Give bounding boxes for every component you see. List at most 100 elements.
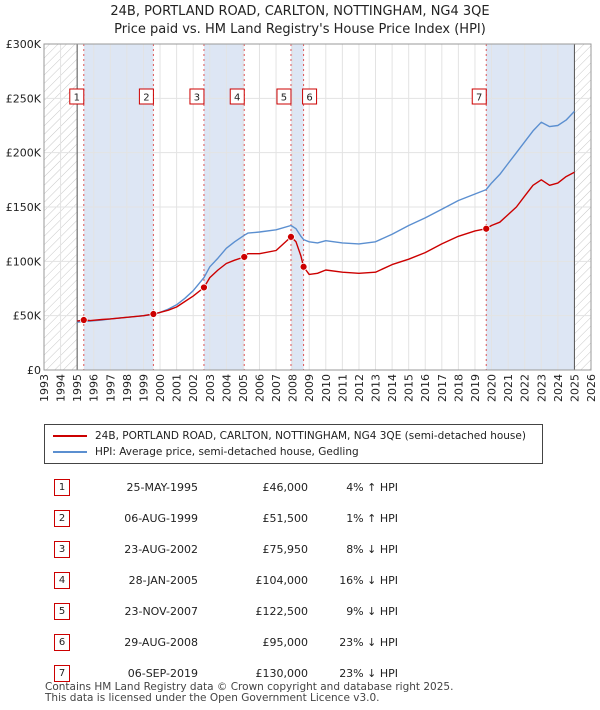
plot-frame <box>43 43 592 371</box>
y-tick-label: £0 <box>27 364 41 377</box>
transaction-number-badge: 6 <box>54 634 70 651</box>
table-row: 3 23-AUG-2002 £75,950 8% ↓ HPI <box>40 534 398 565</box>
table-row: 1 25-MAY-1995 £46,000 4% ↑ HPI <box>40 472 398 503</box>
transaction-hpi-diff: 4% ↑ HPI <box>346 481 398 494</box>
transaction-number-badge: 4 <box>54 572 70 589</box>
legend-swatch-hpi <box>53 451 87 453</box>
y-tick-label: £100K <box>6 255 42 268</box>
sale-number-label: 1 <box>74 93 80 104</box>
x-tick-label: 2010 <box>320 374 333 402</box>
x-tick-label: 2019 <box>469 374 482 402</box>
sale-number-box <box>302 88 318 105</box>
y-tick-label: £250K <box>6 92 42 105</box>
transaction-price: £95,000 <box>262 636 309 649</box>
x-tick-label: 2001 <box>171 374 184 402</box>
sale-point <box>287 232 295 241</box>
sale-number-label: 5 <box>281 93 287 104</box>
sale-point <box>149 310 158 318</box>
chart-legend: 24B, PORTLAND ROAD, CARLTON, NOTTINGHAM,… <box>44 424 543 464</box>
transaction-date: 29-AUG-2008 <box>124 636 198 649</box>
sale-point <box>240 253 249 261</box>
sale-number-box <box>276 88 292 105</box>
transaction-hpi-diff: 23% ↓ HPI <box>339 636 398 649</box>
x-tick-label: 2025 <box>568 374 581 402</box>
x-tick-label: 2014 <box>386 374 399 402</box>
x-tick-label: 2011 <box>336 374 349 402</box>
x-tick-label: 1998 <box>121 374 134 402</box>
x-tick-label: 2005 <box>237 374 250 402</box>
sale-point <box>482 224 491 233</box>
x-tick-label: 2006 <box>253 374 266 402</box>
sale-number-box <box>189 88 205 105</box>
x-tick-label: 1994 <box>55 374 68 402</box>
legend-label-price-paid: 24B, PORTLAND ROAD, CARLTON, NOTTINGHAM,… <box>95 430 526 442</box>
sale-number-label: 3 <box>194 93 200 104</box>
sale-number-label: 2 <box>143 93 149 104</box>
x-tick-label: 1993 <box>38 374 51 402</box>
y-tick-label: £150K <box>6 201 42 214</box>
x-tick-label: 2022 <box>519 374 532 402</box>
transaction-date: 06-SEP-2019 <box>127 667 198 680</box>
transaction-price: £75,950 <box>262 543 309 556</box>
transaction-price: £122,500 <box>255 605 309 618</box>
x-tick-label: 2024 <box>552 374 565 402</box>
transaction-hpi-diff: 9% ↓ HPI <box>346 605 398 618</box>
price-paid-line <box>77 171 575 322</box>
table-row: 7 06-SEP-2019 £130,000 23% ↓ HPI <box>40 658 398 689</box>
transaction-date: 25-MAY-1995 <box>126 481 198 494</box>
sale-number-box <box>138 88 154 105</box>
footer-copyright: Contains HM Land Registry data © Crown c… <box>45 681 454 693</box>
x-tick-label: 2018 <box>452 374 465 402</box>
legend-label-hpi: HPI: Average price, semi-detached house,… <box>95 446 359 458</box>
x-tick-label: 2021 <box>502 374 515 402</box>
transaction-price: £46,000 <box>262 481 309 494</box>
x-tick-label: 2013 <box>370 374 383 402</box>
transaction-date: 06-AUG-1999 <box>124 512 198 525</box>
transaction-price: £104,000 <box>255 574 309 587</box>
table-row: 2 06-AUG-1999 £51,500 1% ↑ HPI <box>40 503 398 534</box>
sale-number-box <box>471 88 487 105</box>
transaction-number-badge: 2 <box>54 510 70 527</box>
table-row: 5 23-NOV-2007 £122,500 9% ↓ HPI <box>40 596 398 627</box>
transaction-number-badge: 3 <box>54 541 70 558</box>
transaction-date: 23-NOV-2007 <box>124 605 198 618</box>
sale-number-box <box>229 88 245 105</box>
sale-number-box <box>69 88 85 105</box>
transaction-number-badge: 7 <box>54 665 70 682</box>
y-tick-label: £200K <box>6 147 42 160</box>
x-tick-label: 2003 <box>204 374 217 402</box>
sale-point <box>200 283 208 292</box>
x-tick-label: 1995 <box>71 374 84 402</box>
x-tick-label: 2012 <box>353 374 366 402</box>
sale-number-label: 7 <box>476 93 482 104</box>
transaction-number-badge: 1 <box>54 479 70 496</box>
x-tick-label: 2017 <box>436 374 449 402</box>
transaction-hpi-diff: 8% ↓ HPI <box>346 543 398 556</box>
sale-number-label: 6 <box>306 93 312 104</box>
legend-swatch-price-paid <box>53 435 87 437</box>
x-tick-label: 2026 <box>585 374 598 402</box>
x-tick-label: 2009 <box>303 374 316 402</box>
transaction-hpi-diff: 23% ↓ HPI <box>339 667 398 680</box>
x-tick-label: 2008 <box>287 374 300 402</box>
x-tick-label: 2020 <box>486 374 499 402</box>
transaction-price: £51,500 <box>262 512 309 525</box>
footer-licence: This data is licensed under the Open Gov… <box>45 692 380 704</box>
x-tick-label: 1997 <box>104 374 117 402</box>
x-tick-label: 2016 <box>419 374 432 402</box>
transaction-price: £130,000 <box>255 667 309 680</box>
chart-subtitle: Price paid vs. HM Land Registry's House … <box>114 22 486 37</box>
x-tick-label: 2002 <box>187 374 200 402</box>
x-tick-label: 1996 <box>88 374 101 402</box>
x-tick-label: 2023 <box>535 374 548 402</box>
sale-point <box>79 316 88 324</box>
transaction-hpi-diff: 16% ↓ HPI <box>339 574 398 587</box>
transactions-table: 1 25-MAY-1995 £46,000 4% ↑ HPI 2 06-AUG-… <box>40 472 398 689</box>
transaction-date: 23-AUG-2002 <box>124 543 198 556</box>
transaction-date: 28-JAN-2005 <box>128 574 198 587</box>
sale-number-label: 4 <box>234 93 240 104</box>
chart-title: 24B, PORTLAND ROAD, CARLTON, NOTTINGHAM,… <box>110 4 490 19</box>
transaction-hpi-diff: 1% ↑ HPI <box>346 512 398 525</box>
y-tick-label: £50K <box>13 310 42 323</box>
sale-point <box>299 262 308 271</box>
